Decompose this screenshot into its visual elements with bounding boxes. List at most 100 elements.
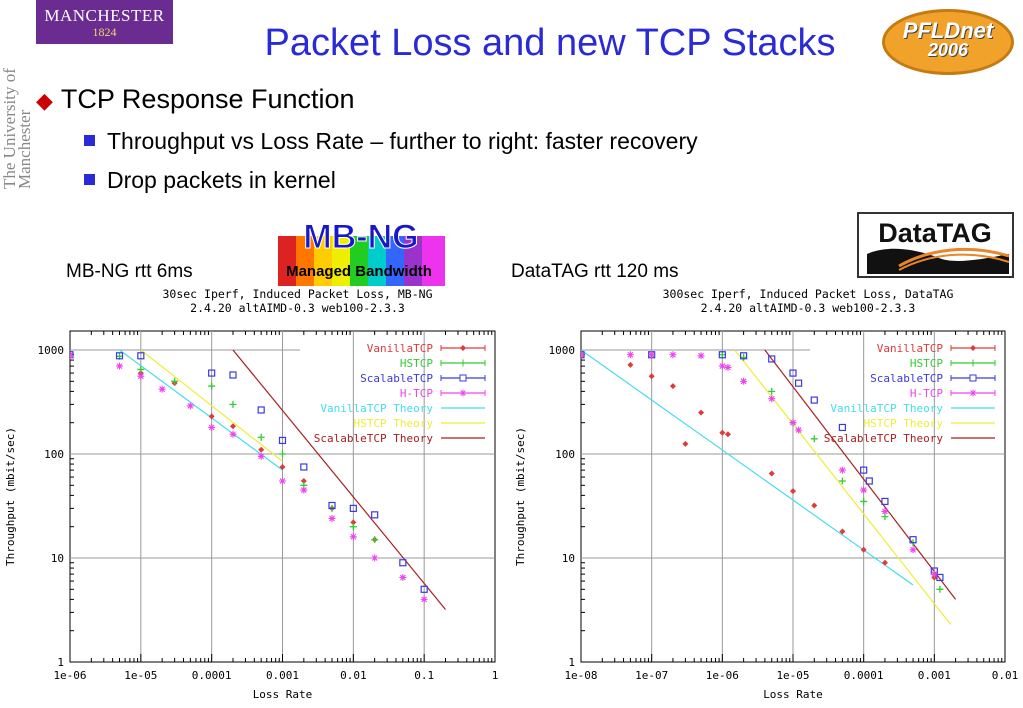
data-point-hstcp bbox=[208, 382, 216, 390]
data-point-htcp bbox=[697, 352, 705, 360]
legend-label-htcp: H-TCP bbox=[400, 387, 433, 400]
data-point-scalable bbox=[399, 559, 407, 567]
data-point-vanilla bbox=[258, 446, 265, 453]
data-point-htcp bbox=[399, 573, 407, 581]
data-point-scalable bbox=[137, 352, 145, 360]
data-point-hstcp bbox=[810, 435, 818, 443]
data-point-htcp bbox=[581, 351, 585, 359]
legend-label-vanilla: VanillaTCP bbox=[877, 342, 944, 355]
data-point-hstcp bbox=[838, 477, 846, 485]
chart-subtitle: 2.4.20 altAIMD-0.3 web100-2.3.3 bbox=[190, 301, 405, 315]
data-point-htcp bbox=[724, 363, 732, 371]
legend-errorbar-hstcp bbox=[950, 360, 996, 366]
data-point-htcp bbox=[718, 362, 726, 370]
x-tick-label: 0.1 bbox=[414, 669, 434, 682]
sub-bullet-text: Drop packets in kernel bbox=[107, 167, 336, 193]
data-point-htcp bbox=[838, 466, 846, 474]
x-tick-label: 1e-05 bbox=[776, 669, 809, 682]
slide-title: Packet Loss and new TCP Stacks bbox=[264, 22, 836, 64]
university-vertical-text: The University of Manchester bbox=[0, 68, 34, 189]
legend-label-scalable: ScalableTCP bbox=[360, 372, 433, 385]
data-point-vanilla bbox=[627, 361, 634, 368]
data-point-htcp bbox=[186, 402, 194, 410]
data-point-htcp bbox=[279, 477, 286, 485]
chart-title: 300sec Iperf, Induced Packet Loss, DataT… bbox=[663, 287, 954, 301]
data-point-vanilla bbox=[669, 383, 676, 390]
data-point-vanilla bbox=[698, 409, 705, 416]
data-point-htcp bbox=[420, 595, 428, 603]
data-point-vanilla bbox=[300, 478, 307, 485]
legend-label-hstcp_theory: HSTCP Theory bbox=[864, 417, 944, 430]
x-tick-label: 1e-05 bbox=[124, 669, 157, 682]
legend-label-scalable: ScalableTCP bbox=[870, 372, 943, 385]
series-line-vanilla_theory bbox=[119, 349, 283, 471]
series-line-hstcp_theory bbox=[734, 349, 952, 625]
data-point-scalable bbox=[789, 369, 797, 377]
data-point-scalable bbox=[838, 423, 846, 432]
data-point-scalable bbox=[810, 396, 818, 404]
x-axis-label: Loss Rate bbox=[253, 688, 313, 701]
data-point-vanilla bbox=[648, 373, 655, 380]
series-line-scalable_theory bbox=[232, 349, 446, 610]
data-point-htcp bbox=[740, 377, 748, 385]
x-tick-label: 1 bbox=[492, 669, 499, 682]
data-point-hstcp bbox=[70, 351, 74, 359]
data-point-hstcp bbox=[718, 351, 726, 359]
x-tick-label: 0.0001 bbox=[844, 669, 884, 682]
data-point-htcp bbox=[881, 507, 889, 515]
data-point-hstcp bbox=[936, 585, 944, 593]
bullet-text: TCP Response Function bbox=[60, 84, 355, 114]
series-line-hstcp_theory bbox=[140, 349, 283, 462]
plot-area bbox=[581, 349, 957, 625]
data-point-hstcp bbox=[229, 400, 237, 408]
data-point-htcp bbox=[789, 419, 797, 427]
data-point-htcp bbox=[349, 533, 357, 541]
x-tick-label: 0.01 bbox=[992, 669, 1019, 682]
mbng-logo-sub: Managed Bandwidth bbox=[286, 263, 432, 280]
legend-marker-scalable bbox=[969, 374, 977, 382]
data-point-htcp bbox=[930, 570, 938, 578]
data-point-hstcp bbox=[768, 387, 776, 395]
mbng-logo: MB-NG Managed Bandwidth bbox=[278, 218, 445, 286]
data-point-scalable bbox=[115, 352, 124, 360]
chart-subtitle: 2.4.20 altAIMD-0.3 web100-2.3.3 bbox=[701, 301, 916, 315]
series-line-scalable_theory bbox=[764, 349, 957, 600]
data-point-hstcp bbox=[257, 433, 265, 441]
data-point-htcp bbox=[70, 352, 74, 360]
data-point-htcp bbox=[116, 362, 124, 370]
legend-errorbar-hstcp bbox=[440, 360, 486, 366]
legend-errorbar-vanilla bbox=[950, 345, 996, 351]
manchester-logo-year: 1824 bbox=[92, 25, 117, 39]
data-point-scalable bbox=[208, 369, 216, 377]
y-axis-label: Throughput (mbit/sec) bbox=[514, 427, 527, 566]
sub-bullet-text: Throughput vs Loss Rate – further to rig… bbox=[107, 128, 698, 154]
datatag-logo-text: DataTAG bbox=[878, 218, 992, 248]
data-point-hstcp bbox=[740, 353, 748, 361]
square-bullet-icon bbox=[84, 135, 95, 146]
data-point-vanilla bbox=[811, 502, 818, 509]
pfldnet-logo-name: PFLDnet bbox=[902, 18, 994, 43]
data-point-htcp bbox=[300, 486, 308, 494]
data-point-htcp bbox=[648, 351, 656, 359]
data-point-htcp bbox=[768, 395, 776, 403]
x-tick-label: 1e-06 bbox=[53, 669, 86, 682]
legend-label-scalable_theory: ScalableTCP Theory bbox=[314, 432, 434, 445]
data-point-scalable bbox=[865, 477, 873, 485]
data-point-vanilla bbox=[724, 431, 731, 438]
x-tick-label: 0.001 bbox=[918, 669, 951, 682]
y-tick-label: 1 bbox=[57, 656, 64, 669]
legend-errorbar-scalable bbox=[440, 375, 486, 381]
data-point-htcp bbox=[208, 423, 216, 431]
data-point-hstcp bbox=[171, 377, 179, 385]
x-tick-label: 1e-06 bbox=[706, 669, 739, 682]
data-point-htcp bbox=[909, 546, 917, 554]
data-point-scalable bbox=[278, 436, 287, 445]
y-tick-label: 100 bbox=[44, 448, 64, 461]
data-point-scalable bbox=[718, 351, 726, 359]
data-point-scalable bbox=[909, 536, 917, 544]
data-point-hstcp bbox=[279, 450, 286, 458]
legend-errorbar-vanilla bbox=[440, 345, 486, 351]
data-point-vanilla bbox=[350, 519, 357, 526]
data-point-vanilla bbox=[790, 488, 796, 495]
sub-bullet-throughput: Throughput vs Loss Rate – further to rig… bbox=[84, 128, 698, 155]
